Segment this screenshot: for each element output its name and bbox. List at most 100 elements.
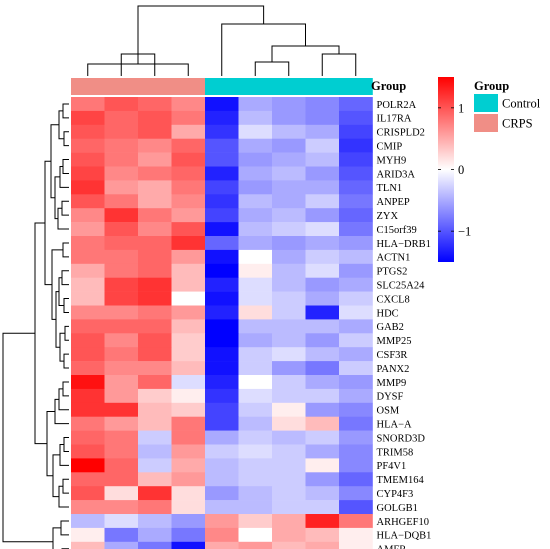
row-dendrogram-branch xyxy=(60,520,69,536)
heatmap-cell xyxy=(238,486,273,501)
gene-label: ANPEP xyxy=(377,197,410,208)
heatmap-cell xyxy=(238,500,273,515)
heatmap-cell xyxy=(104,263,139,278)
heatmap-cell xyxy=(238,388,273,404)
heatmap-cell xyxy=(238,277,273,292)
heatmap-cell xyxy=(138,124,172,139)
heatmap-cell xyxy=(138,430,172,445)
heatmap-cell xyxy=(238,152,273,167)
heatmap-cell xyxy=(339,263,373,278)
heatmap-cell xyxy=(104,305,139,320)
gene-label: SNORD3D xyxy=(377,433,426,444)
heatmap-cell xyxy=(305,514,340,529)
heatmap-cell xyxy=(305,472,340,487)
heatmap-cell xyxy=(171,236,206,251)
heatmap-cell xyxy=(138,347,172,362)
heatmap-cell xyxy=(339,249,373,265)
column-dendrogram xyxy=(87,5,357,76)
heatmap-cell xyxy=(171,458,206,473)
gene-label: CMIP xyxy=(377,141,403,152)
heatmap-cell xyxy=(138,444,172,459)
gene-label: CXCL8 xyxy=(377,294,410,305)
heatmap-cell xyxy=(171,110,206,126)
heatmap-cell xyxy=(138,527,172,543)
heatmap-cell xyxy=(238,97,273,112)
heatmap-cell xyxy=(272,486,306,501)
heatmap-cell xyxy=(272,375,306,390)
heatmap-cell xyxy=(205,97,239,112)
heatmap-cell xyxy=(71,236,105,251)
heatmap-cell xyxy=(104,458,139,473)
group-annotation-bar xyxy=(71,78,373,95)
heatmap-cell xyxy=(171,208,206,223)
row-dendrogram-branch xyxy=(54,398,69,425)
heatmap-cell xyxy=(171,388,206,404)
heatmap-cell xyxy=(339,361,373,376)
gene-label: HLA−DQB1 xyxy=(377,531,432,542)
heatmap-cell xyxy=(205,236,239,251)
heatmap-cell xyxy=(138,402,172,417)
heatmap-cell xyxy=(171,500,206,515)
heatmap-cell xyxy=(272,430,306,445)
heatmap-cell xyxy=(238,527,273,543)
gene-label: SLC25A24 xyxy=(377,280,426,291)
heatmap-cell xyxy=(205,124,239,139)
heatmap-cell xyxy=(171,222,206,237)
row-dendrogram-branch xyxy=(58,485,69,508)
heatmap-cell xyxy=(339,527,373,543)
row-dendrogram-branch xyxy=(62,159,69,174)
heatmap-cell xyxy=(238,472,273,487)
heatmap-cell xyxy=(171,319,206,334)
heatmap-cell xyxy=(205,486,239,501)
heatmap-cell xyxy=(138,152,172,167)
heatmap-cell xyxy=(205,166,239,181)
heatmap-cell xyxy=(104,152,139,167)
heatmap-cell xyxy=(305,152,340,167)
gene-label: HLA−DRB1 xyxy=(377,239,431,250)
heatmap-cell xyxy=(171,486,206,501)
gene-label: HLA−A xyxy=(377,419,413,430)
heatmap-cell xyxy=(205,444,239,459)
heatmap-cell xyxy=(339,305,373,320)
annotation-label: Group xyxy=(371,79,406,93)
heatmap-cell xyxy=(305,277,340,292)
heatmap-cell xyxy=(171,194,206,209)
heatmap-cell xyxy=(339,124,373,139)
heatmap-cell xyxy=(138,486,172,501)
heatmap-cell xyxy=(71,402,105,417)
heatmap-cell xyxy=(305,291,340,306)
heatmap-cell xyxy=(138,208,172,223)
heatmap-cell xyxy=(339,375,373,390)
heatmap-cell xyxy=(238,347,273,362)
heatmap-cell xyxy=(104,291,139,306)
heatmap-cell xyxy=(272,458,306,473)
heatmap-cell xyxy=(104,319,139,334)
gene-label: PANX2 xyxy=(377,364,410,375)
group-annotation-cell xyxy=(205,78,239,95)
heatmap-cell xyxy=(171,152,206,167)
heatmap-cell xyxy=(272,514,306,529)
heatmap-cell xyxy=(71,375,105,390)
heatmap-cell xyxy=(71,249,105,265)
heatmap-cell xyxy=(238,319,273,334)
heatmap-cell xyxy=(104,527,139,543)
column-dendrogram-branch xyxy=(221,23,306,76)
gene-label: TRIM58 xyxy=(377,447,414,458)
heatmap-cell xyxy=(272,194,306,209)
gene-label: TLN1 xyxy=(377,183,403,194)
heatmap-cell xyxy=(339,97,373,112)
heatmap-cell xyxy=(104,444,139,459)
row-dendrogram-branch xyxy=(63,298,69,313)
heatmap-cell xyxy=(71,97,105,112)
heatmap-cell xyxy=(339,236,373,251)
heatmap-cell xyxy=(238,514,273,529)
heatmap-cell xyxy=(305,138,340,153)
heatmap-cell xyxy=(171,138,206,153)
heatmap-cell xyxy=(272,152,306,167)
heatmap-cell xyxy=(138,277,172,292)
heatmap-cell xyxy=(171,124,206,139)
gene-label: CRISPLD2 xyxy=(377,128,425,139)
column-dendrogram-branch xyxy=(254,61,290,76)
heatmap-cell xyxy=(339,291,373,306)
row-dendrogram-branch xyxy=(62,103,69,119)
